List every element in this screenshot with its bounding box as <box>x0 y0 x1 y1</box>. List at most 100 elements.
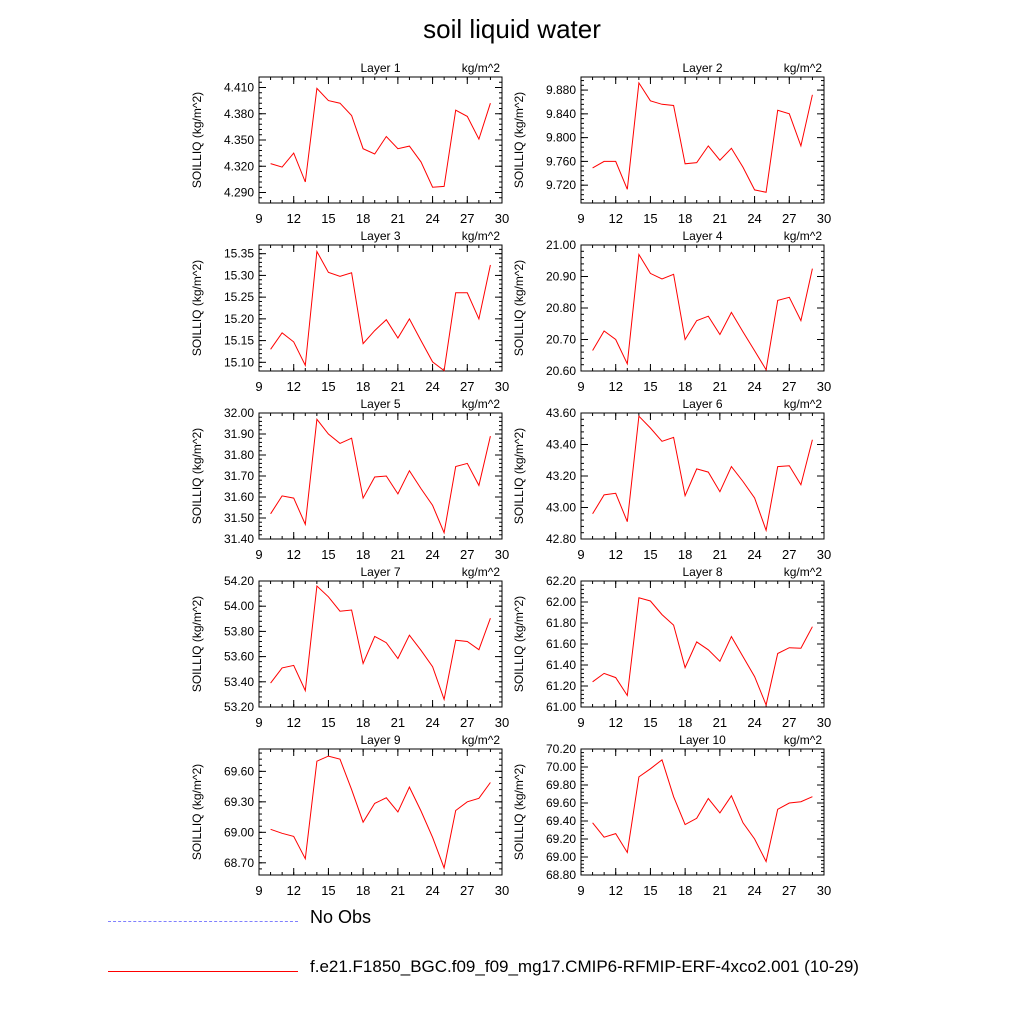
y-tick-label: 31.90 <box>224 427 254 441</box>
panel-units: kg/m^2 <box>462 229 501 243</box>
panel-units: kg/m^2 <box>784 397 823 411</box>
x-tick-label: 21 <box>713 883 727 898</box>
y-axis-label: SOILLIQ (kg/m^2) <box>190 428 204 524</box>
y-tick-label: 4.290 <box>224 186 254 200</box>
y-tick-label: 53.60 <box>224 650 254 664</box>
panel-units: kg/m^2 <box>462 565 501 579</box>
x-tick-label: 27 <box>782 379 796 394</box>
x-tick-label: 18 <box>678 547 692 562</box>
plot-frame <box>258 748 503 876</box>
panel-units: kg/m^2 <box>462 733 501 747</box>
chart-panels: 9 12 15 18 21 24 27 30 4.290 4.320 4.350 4.380 4.410… <box>190 61 831 898</box>
series-line <box>592 252 813 372</box>
x-tick-label: 24 <box>747 379 761 394</box>
panel-layer-6: 9 12 15 18 21 24 27 30 42.80 43.00 43.20 43.40 43.60… <box>512 397 831 562</box>
plot-frame <box>258 244 503 372</box>
y-tick-label: 20.70 <box>546 333 576 347</box>
x-tick-label: 27 <box>460 547 474 562</box>
panel-layer-5: 9 12 15 18 21 24 27 30 31.40 31.50 31.60 31.70 31.80… <box>190 397 509 562</box>
plot-frame <box>580 580 825 708</box>
y-tick-label: 9.800 <box>546 131 576 145</box>
x-tick-label: 27 <box>782 547 796 562</box>
x-tick-label: 12 <box>608 883 622 898</box>
x-tick-label: 12 <box>286 883 300 898</box>
panel-units: kg/m^2 <box>784 733 823 747</box>
y-tick-label: 43.60 <box>546 406 576 420</box>
y-tick-label: 54.00 <box>224 599 254 613</box>
y-tick-label: 69.00 <box>224 825 254 839</box>
x-tick-label: 12 <box>286 379 300 394</box>
y-tick-label: 61.80 <box>546 616 576 630</box>
y-tick-label: 53.20 <box>224 700 254 714</box>
x-tick-label: 27 <box>782 715 796 730</box>
x-tick-label: 30 <box>817 715 831 730</box>
y-axis-label: SOILLIQ (kg/m^2) <box>190 596 204 692</box>
x-tick-label: 21 <box>713 379 727 394</box>
panel-units: kg/m^2 <box>462 61 501 75</box>
x-tick-label: 18 <box>678 715 692 730</box>
series-line <box>270 87 491 188</box>
y-tick-label: 20.80 <box>546 301 576 315</box>
page-title: soil liquid water <box>423 14 601 44</box>
plot-frame <box>580 244 825 372</box>
y-tick-label: 69.30 <box>224 795 254 809</box>
x-tick-label: 12 <box>608 211 622 226</box>
x-tick-label: 30 <box>495 883 509 898</box>
y-tick-label: 70.00 <box>546 760 576 774</box>
x-tick-label: 12 <box>608 379 622 394</box>
series-line <box>270 418 491 535</box>
x-tick-label: 18 <box>356 547 370 562</box>
panel-layer-7: 9 12 15 18 21 24 27 30 53.20 53.40 53.60 53.80 54.00… <box>190 565 509 730</box>
panel-layer-4: 9 12 15 18 21 24 27 30 20.60 20.70 20.80 20.90 21.00… <box>512 229 831 394</box>
x-tick-label: 27 <box>460 211 474 226</box>
x-tick-label: 9 <box>255 211 262 226</box>
legend-swatch-dashed <box>108 921 298 922</box>
y-axis-label: SOILLIQ (kg/m^2) <box>512 260 526 356</box>
x-tick-label: 9 <box>577 211 584 226</box>
x-tick-label: 21 <box>713 211 727 226</box>
y-tick-label: 15.35 <box>224 247 254 261</box>
y-tick-label: 31.70 <box>224 469 254 483</box>
y-tick-label: 53.80 <box>224 624 254 638</box>
x-tick-label: 30 <box>495 547 509 562</box>
x-tick-label: 24 <box>425 547 439 562</box>
x-tick-label: 9 <box>577 379 584 394</box>
x-tick-label: 12 <box>286 547 300 562</box>
y-tick-label: 9.720 <box>546 178 576 192</box>
y-tick-label: 43.40 <box>546 438 576 452</box>
x-tick-label: 15 <box>321 715 335 730</box>
x-tick-label: 21 <box>713 547 727 562</box>
y-axis-label: SOILLIQ (kg/m^2) <box>190 260 204 356</box>
panel-layer-9: 9 12 15 18 21 24 27 30 68.70 69.00 69.30 69.60 Layer… <box>190 733 509 898</box>
x-tick-label: 15 <box>643 715 657 730</box>
y-tick-label: 54.20 <box>224 574 254 588</box>
x-tick-label: 30 <box>817 547 831 562</box>
panel-layer-1: 9 12 15 18 21 24 27 30 4.290 4.320 4.350 4.380 4.410… <box>190 61 509 226</box>
plot-frame <box>580 412 825 540</box>
y-tick-label: 31.60 <box>224 490 254 504</box>
y-tick-label: 31.40 <box>224 532 254 546</box>
legend-label-model-run: f.e21.F1850_BGC.f09_f09_mg17.CMIP6-RFMIP… <box>310 957 859 976</box>
x-tick-label: 15 <box>321 547 335 562</box>
x-tick-label: 15 <box>321 211 335 226</box>
x-tick-label: 24 <box>747 883 761 898</box>
y-tick-label: 15.10 <box>224 355 254 369</box>
panel-layer-3: 9 12 15 18 21 24 27 30 15.10 15.15 15.20 15.25 15.30… <box>190 229 509 394</box>
x-tick-label: 30 <box>495 379 509 394</box>
plot-frame <box>580 76 825 204</box>
x-tick-label: 30 <box>817 211 831 226</box>
y-tick-label: 69.00 <box>546 850 576 864</box>
y-tick-label: 69.80 <box>546 778 576 792</box>
y-tick-label: 43.00 <box>546 501 576 515</box>
panel-title: Layer 7 <box>360 565 400 579</box>
x-tick-label: 24 <box>747 547 761 562</box>
x-tick-label: 15 <box>321 379 335 394</box>
x-tick-label: 15 <box>643 211 657 226</box>
y-axis-label: SOILLIQ (kg/m^2) <box>512 92 526 188</box>
y-tick-label: 9.840 <box>546 107 576 121</box>
x-tick-label: 27 <box>460 379 474 394</box>
panel-units: kg/m^2 <box>462 397 501 411</box>
x-tick-label: 27 <box>460 883 474 898</box>
panel-title: Layer 2 <box>682 61 722 75</box>
y-tick-label: 4.410 <box>224 81 254 95</box>
